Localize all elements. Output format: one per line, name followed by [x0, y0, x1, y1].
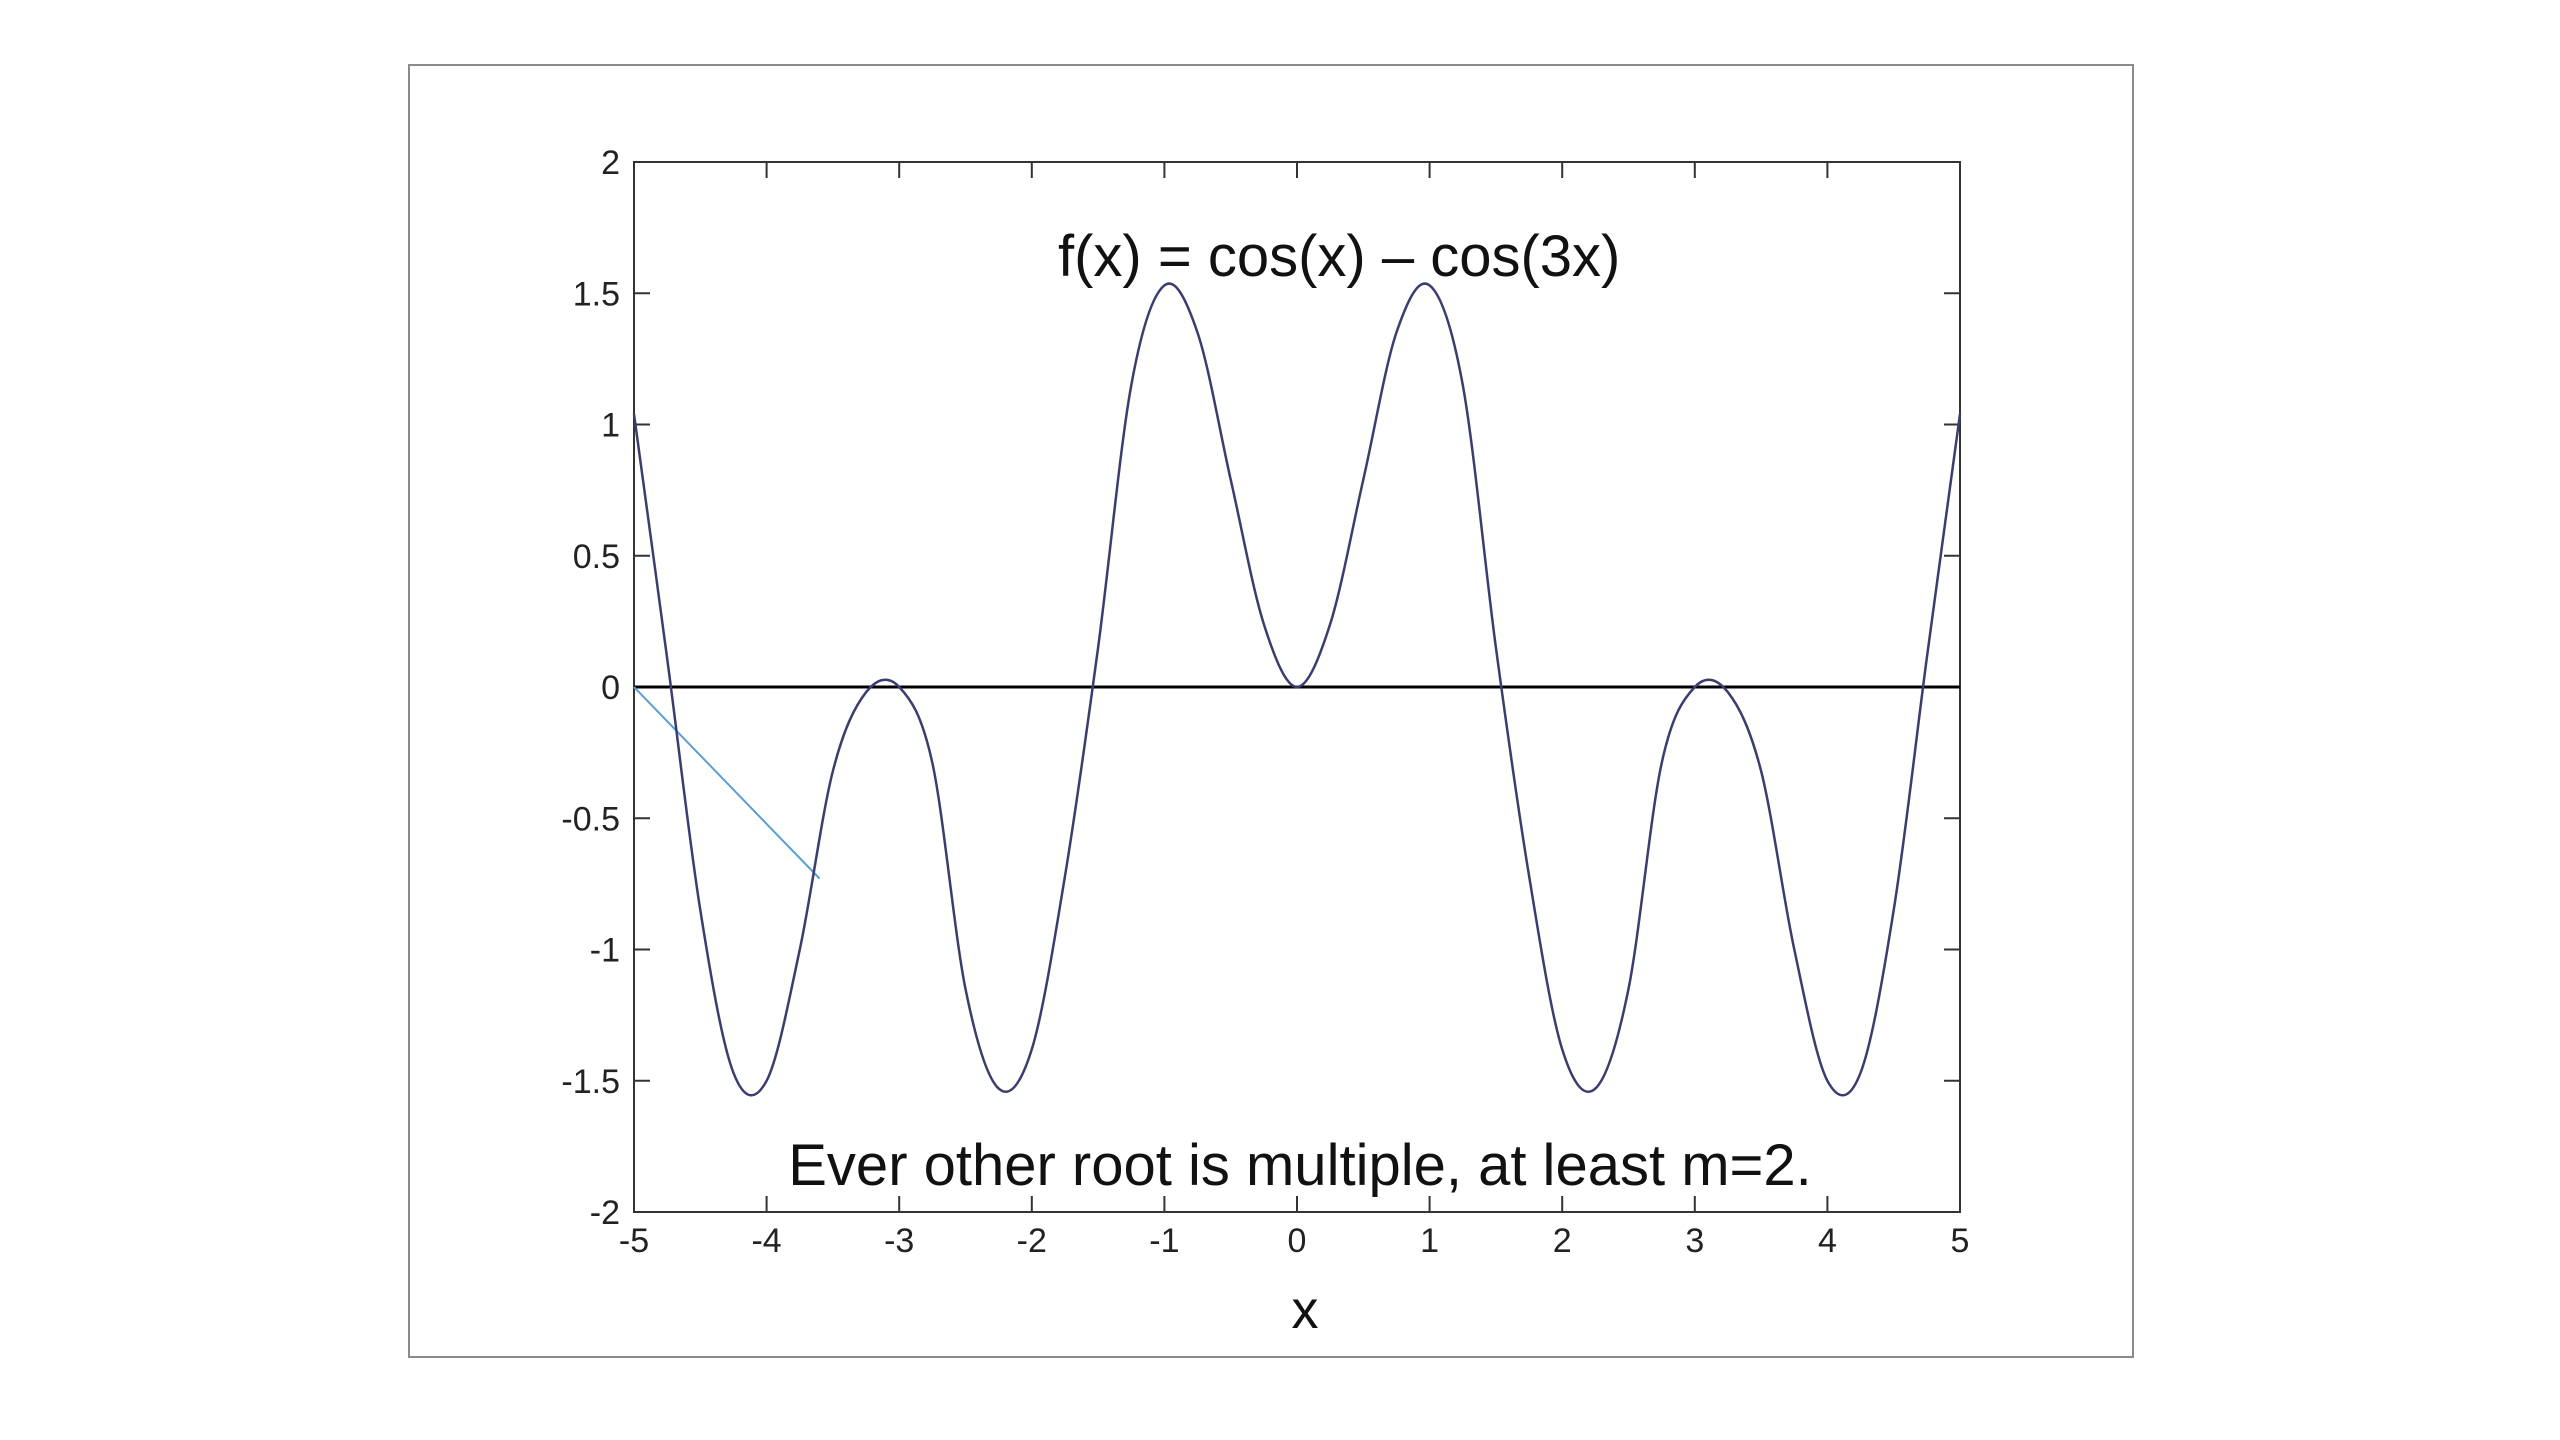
x-tick-label: -1: [1149, 1222, 1179, 1260]
x-tick-label: 5: [1951, 1222, 1970, 1260]
x-axis-label: x: [1292, 1280, 1319, 1340]
y-tick-label: -1.5: [561, 1063, 620, 1101]
y-tick-label: -0.5: [561, 800, 620, 838]
y-tick-label: 1.5: [573, 275, 620, 313]
x-tick-label: 1: [1420, 1222, 1439, 1260]
x-tick-label: -5: [619, 1222, 649, 1260]
x-tick-label: 4: [1818, 1222, 1837, 1260]
x-tick-label: 2: [1553, 1222, 1572, 1260]
y-tick-label: 1: [601, 407, 620, 445]
chart-annotation: Ever other root is multiple, at least m=…: [788, 1133, 1812, 1198]
y-tick-label: 0.5: [573, 538, 620, 576]
x-tick-label: -2: [1017, 1222, 1047, 1260]
y-tick-label: -2: [590, 1194, 620, 1232]
y-tick-label: -1: [590, 932, 620, 970]
ticks: [633, 161, 1961, 1213]
x-tick-label: 3: [1685, 1222, 1704, 1260]
x-tick-label: 0: [1288, 1222, 1307, 1260]
x-tick-label: -4: [751, 1222, 781, 1260]
y-tick-label: 2: [601, 144, 620, 182]
chart-title: f(x) = cos(x) – cos(3x): [1058, 224, 1620, 289]
series-line: [632, 282, 1962, 1097]
x-tick-label: -3: [884, 1222, 914, 1260]
y-tick-label: 0: [601, 669, 620, 707]
figure-frame: [408, 64, 2134, 1358]
tick-labels: -5 -4 -3 -2 -1 0 1 2 3 4 5 2 1.5 1 0.5 0 -0.5 -1 -1.5 -2: [561, 144, 1969, 1260]
annotation-line: [633, 686, 821, 880]
